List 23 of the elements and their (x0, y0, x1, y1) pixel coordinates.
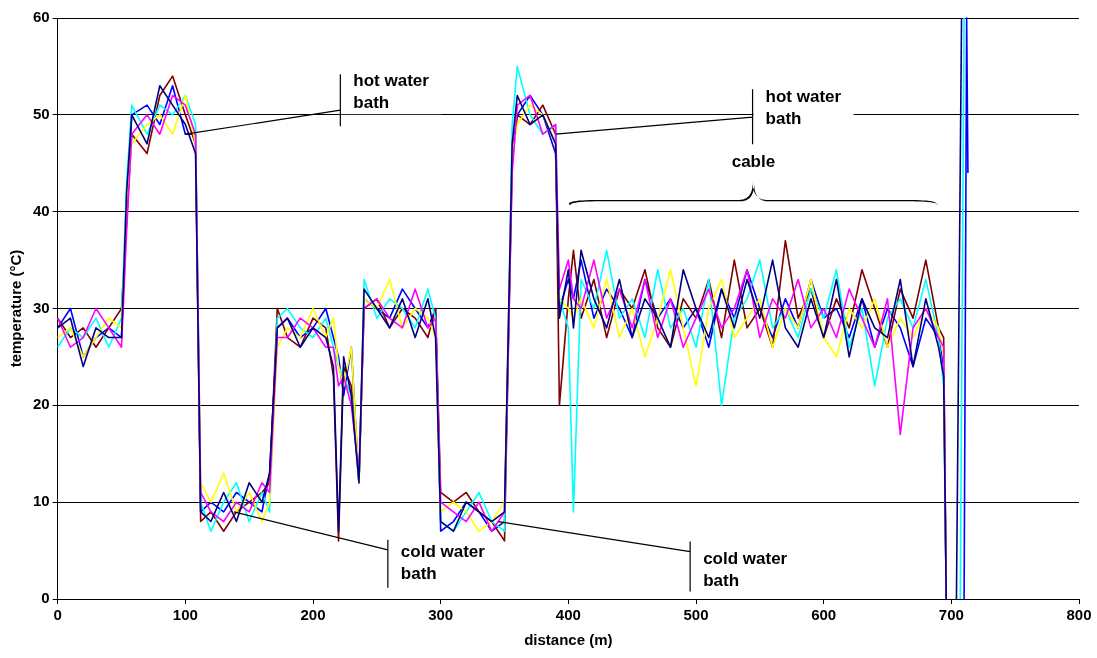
y-tick-label: 0 (41, 589, 50, 607)
x-tick-label: 600 (811, 606, 837, 624)
y-tick-label: 30 (33, 298, 50, 316)
x-tick-label: 800 (1066, 606, 1092, 624)
annotation: hot water bath (765, 87, 842, 129)
x-tick-label: 700 (938, 606, 964, 624)
x-tick-label: 400 (555, 606, 581, 624)
y-tick-label: 50 (33, 104, 50, 122)
annotation: hot water bath (353, 71, 430, 113)
x-tick-label: 0 (53, 606, 62, 624)
x-tick-label: 300 (428, 606, 454, 624)
x-tick-label: 100 (172, 606, 198, 624)
x-tick-label: 500 (683, 606, 709, 624)
y-tick-label: 40 (33, 201, 50, 219)
annotation: cold water bath (400, 541, 486, 583)
y-tick-label: 60 (33, 8, 50, 26)
y-tick-label: 10 (33, 492, 50, 510)
x-tick-label: 200 (300, 606, 326, 624)
y-tick-label: 20 (33, 395, 50, 413)
annotation: cable (731, 151, 776, 171)
y-axis-title: temperature (°C) (7, 249, 25, 368)
x-axis-title: distance (m) (524, 631, 613, 649)
annotation: cold water bath (703, 548, 788, 590)
